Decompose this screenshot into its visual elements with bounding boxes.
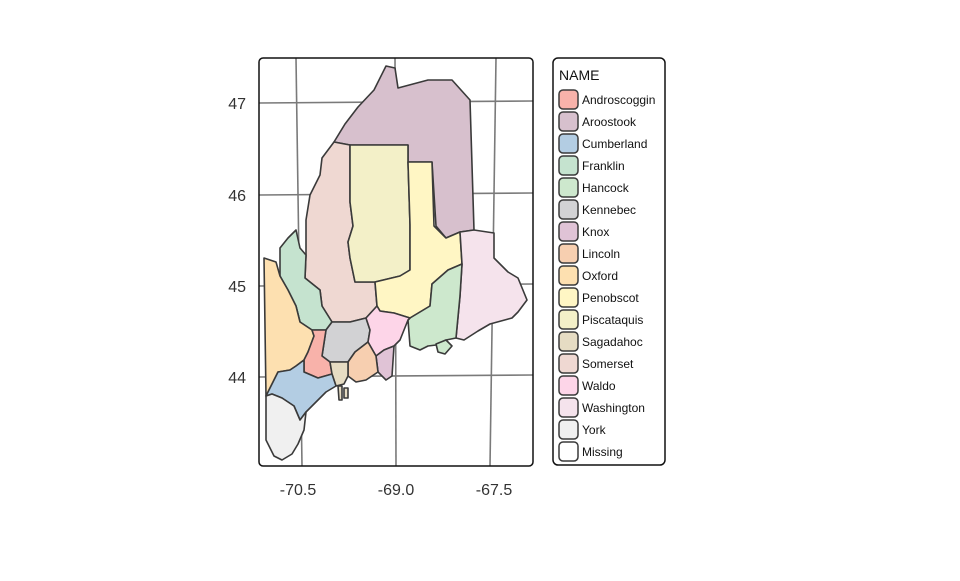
county-hancock (407, 263, 463, 351)
legend-label: Somerset (582, 357, 634, 371)
legend-item: Washington (558, 397, 645, 418)
county-sagadahoc-peninsula-2 (343, 387, 349, 399)
legend-swatch (558, 155, 579, 176)
legend-items: Androscoggin Aroostook Cumberland Franklin H… (558, 89, 655, 462)
y-tick-label: 44 (228, 370, 246, 387)
legend-swatch (558, 199, 579, 220)
legend-item: York (558, 419, 607, 440)
map-content (259, 58, 533, 466)
legend-label: Oxford (582, 269, 618, 283)
x-tick-label: -67.5 (476, 482, 513, 499)
legend-swatch (558, 397, 579, 418)
map-panel (258, 57, 534, 467)
legend-swatch (558, 375, 579, 396)
counties (263, 65, 528, 461)
legend-item: Sagadahoc (558, 331, 643, 352)
legend-label: Franklin (582, 159, 625, 173)
legend-label: Lincoln (582, 247, 620, 261)
legend-item: Oxford (558, 265, 618, 286)
county-sagadahoc-peninsula-1 (337, 385, 343, 401)
legend-label: Cumberland (582, 137, 647, 151)
legend-swatch (558, 177, 579, 198)
legend-swatch (558, 353, 579, 374)
legend-item: Somerset (558, 353, 634, 374)
y-tick-label: 45 (228, 279, 246, 296)
legend-item: Waldo (558, 375, 616, 396)
legend-label: Missing (582, 445, 623, 459)
legend-label: Aroostook (582, 115, 637, 129)
legend-swatch (558, 133, 579, 154)
x-tick-label: -70.5 (280, 482, 317, 499)
legend-label: Penobscot (582, 291, 639, 305)
legend-label: Hancock (582, 181, 630, 195)
legend-label: Sagadahoc (582, 335, 643, 349)
legend-swatch (558, 331, 579, 352)
legend-label: Waldo (582, 379, 616, 393)
legend-item: Cumberland (558, 133, 647, 154)
legend-item: Kennebec (558, 199, 636, 220)
legend-item: Androscoggin (558, 89, 655, 110)
legend-label: Kennebec (582, 203, 636, 217)
legend-swatch (558, 221, 579, 242)
legend-swatch (558, 419, 579, 440)
legend-item: Penobscot (558, 287, 639, 308)
legend-label: Androscoggin (582, 93, 655, 107)
y-axis: 47 46 45 44 (228, 96, 246, 387)
y-tick-label: 47 (228, 96, 246, 113)
legend-item: Lincoln (558, 243, 620, 264)
legend-item: Piscataquis (558, 309, 643, 330)
x-tick-label: -69.0 (378, 482, 415, 499)
legend-item: Knox (558, 221, 609, 242)
legend-item: Franklin (558, 155, 625, 176)
legend-swatch (558, 287, 579, 308)
legend: NAME Androscoggin Aroostook Cumberland Fran… (552, 57, 666, 466)
legend-item: Aroostook (558, 111, 637, 132)
legend-swatch (558, 89, 579, 110)
county-piscataquis (347, 144, 411, 283)
y-tick-label: 46 (228, 188, 246, 205)
county-york (265, 393, 307, 461)
legend-swatch (558, 441, 579, 462)
legend-swatch (558, 265, 579, 286)
legend-item: Hancock (558, 177, 630, 198)
legend-box (552, 57, 666, 466)
legend-swatch (558, 243, 579, 264)
x-axis: -70.5 -69.0 -67.5 (280, 482, 513, 499)
legend-label: Piscataquis (582, 313, 643, 327)
panel-border (258, 57, 534, 467)
legend-label: Washington (582, 401, 645, 415)
county-lincoln (347, 341, 379, 383)
legend-item: Missing (558, 441, 623, 462)
legend-swatch (558, 111, 579, 132)
legend-label: Knox (582, 225, 609, 239)
legend-swatch (558, 309, 579, 330)
legend-title: NAME (559, 67, 599, 83)
legend-label: York (582, 423, 607, 437)
county-hancock-island (435, 339, 453, 355)
